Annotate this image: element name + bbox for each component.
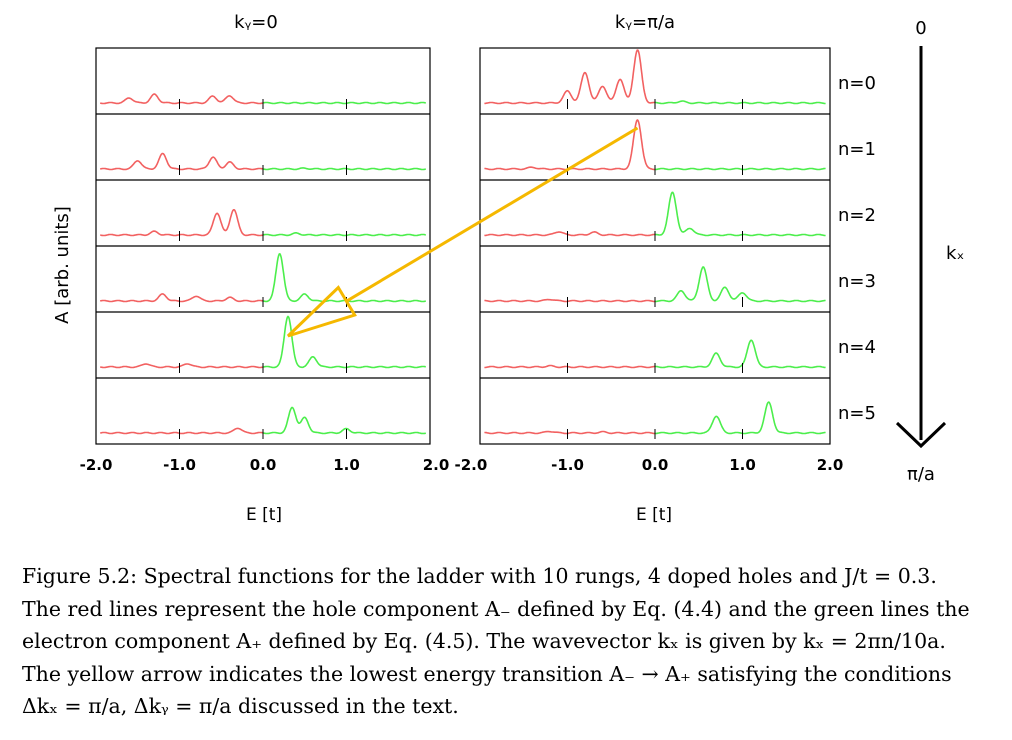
hole-curve-p2-n=2 xyxy=(484,230,655,237)
row-label: n=1 xyxy=(838,139,876,160)
hole-curve-p2-n=3 xyxy=(484,298,655,303)
x-tick-label: 1.0 xyxy=(729,456,756,474)
electron-curve-p1-n=0 xyxy=(262,101,426,105)
kx-arrow-head-icon xyxy=(895,421,947,449)
electron-curve-p1-n=5 xyxy=(262,406,427,435)
x-tick-label: -1.0 xyxy=(551,456,584,474)
electron-curve-p2-n=3 xyxy=(655,266,826,303)
hole-curve-p1-n=4 xyxy=(99,363,264,369)
caption-line-3: electron component A₊ defined by Eq. (4.… xyxy=(22,629,946,653)
row-label: n=5 xyxy=(838,403,876,424)
caption-line-5: Δkₓ = π/a, Δkᵧ = π/a discussed in the te… xyxy=(22,694,459,718)
kx-side-label: kₓ xyxy=(946,243,964,264)
hole-curve-p2-n=4 xyxy=(484,364,655,369)
row-label: n=0 xyxy=(838,73,876,94)
spectral-function-figure: -2.0 -1.0 0.0 1.0 2.0 -2.0 -1.0 0.0 1.0 2.0 E [t]… xyxy=(52,12,964,525)
hole-curve-p1-n=3 xyxy=(99,293,264,303)
caption-line-2: The red lines represent the hole compone… xyxy=(22,596,970,621)
caption-line-4: The yellow arrow indicates the lowest en… xyxy=(22,661,952,686)
electron-curve-p1-n=2 xyxy=(262,232,426,237)
electron-curve-p2-n=4 xyxy=(655,339,826,369)
hole-curve-p1-n=1 xyxy=(100,152,264,171)
y-axis-label: A [arb. units] xyxy=(52,206,73,324)
row-label: n=2 xyxy=(838,205,876,226)
figure-caption: Figure 5.2: Spectral functions for the l… xyxy=(22,560,994,723)
x-axis-label-right: E [t] xyxy=(636,505,672,525)
x-tick-label: -1.0 xyxy=(163,456,196,474)
x-tick-label: -2.0 xyxy=(80,456,113,474)
panel-title-left: kᵧ=0 xyxy=(234,12,278,33)
kx-bottom-label: π/a xyxy=(907,464,935,485)
hole-curve-p1-n=5 xyxy=(100,427,264,435)
x-tick-label: 2.0 xyxy=(817,456,844,474)
x-tick-label: 0.0 xyxy=(642,456,669,474)
hole-curve-p2-n=1 xyxy=(484,118,655,171)
electron-curve-p1-n=4 xyxy=(262,315,426,369)
row-label: n=4 xyxy=(838,337,876,358)
hole-curve-p2-n=0 xyxy=(484,49,655,105)
electron-curve-p2-n=1 xyxy=(655,167,826,171)
x-tick-label: 2.0 -2.0 xyxy=(423,456,488,474)
electron-curve-p1-n=1 xyxy=(262,167,426,171)
electron-curve-p2-n=5 xyxy=(655,401,826,435)
kx-top-label: 0 xyxy=(915,18,926,39)
transition-arrow-shaft xyxy=(345,126,639,303)
caption-line-1: Figure 5.2: Spectral functions for the l… xyxy=(22,564,937,588)
electron-curve-p2-n=0 xyxy=(655,100,826,105)
x-tick-label: 0.0 xyxy=(250,456,277,474)
hole-curve-p2-n=5 xyxy=(484,430,655,435)
electron-curve-p1-n=3 xyxy=(262,253,426,303)
hole-curve-p1-n=0 xyxy=(99,93,264,105)
transition-arrow-head-icon xyxy=(286,285,357,338)
panel-title-right: kᵧ=π/a xyxy=(615,12,675,33)
hole-curve-p1-n=2 xyxy=(100,209,264,237)
row-label: n=3 xyxy=(838,271,876,292)
electron-curve-p2-n=2 xyxy=(655,191,826,237)
x-axis-label-left: E [t] xyxy=(246,505,282,525)
x-tick-label: 1.0 xyxy=(333,456,360,474)
